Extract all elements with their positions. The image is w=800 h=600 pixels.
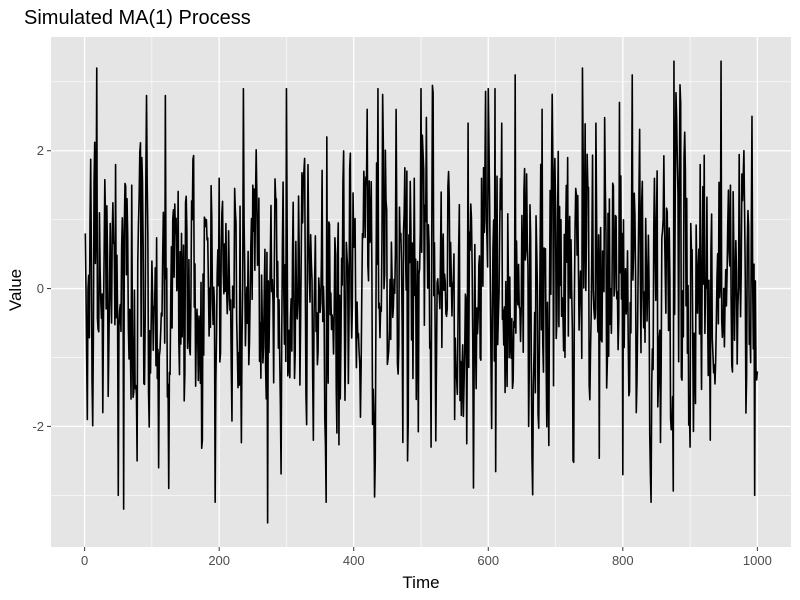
x-tick-label: 0 [81, 553, 88, 568]
x-tick-label: 800 [612, 553, 634, 568]
y-axis-ticks: -2 0 2 [32, 143, 51, 434]
x-tick-label: 400 [343, 553, 365, 568]
x-tick-label: 1000 [743, 553, 772, 568]
chart-title: Simulated MA(1) Process [24, 7, 251, 29]
y-axis-title: Value [6, 269, 25, 311]
y-tick-label: 2 [37, 143, 44, 158]
series-line [84, 60, 759, 524]
x-tick-label: 200 [208, 553, 230, 568]
x-tick-label: 600 [477, 553, 499, 568]
x-axis-title: Time [402, 573, 439, 592]
y-tick-label: -2 [32, 419, 44, 434]
y-tick-label: 0 [37, 281, 44, 296]
x-axis-ticks: 0 200 400 600 800 1000 [81, 547, 772, 568]
